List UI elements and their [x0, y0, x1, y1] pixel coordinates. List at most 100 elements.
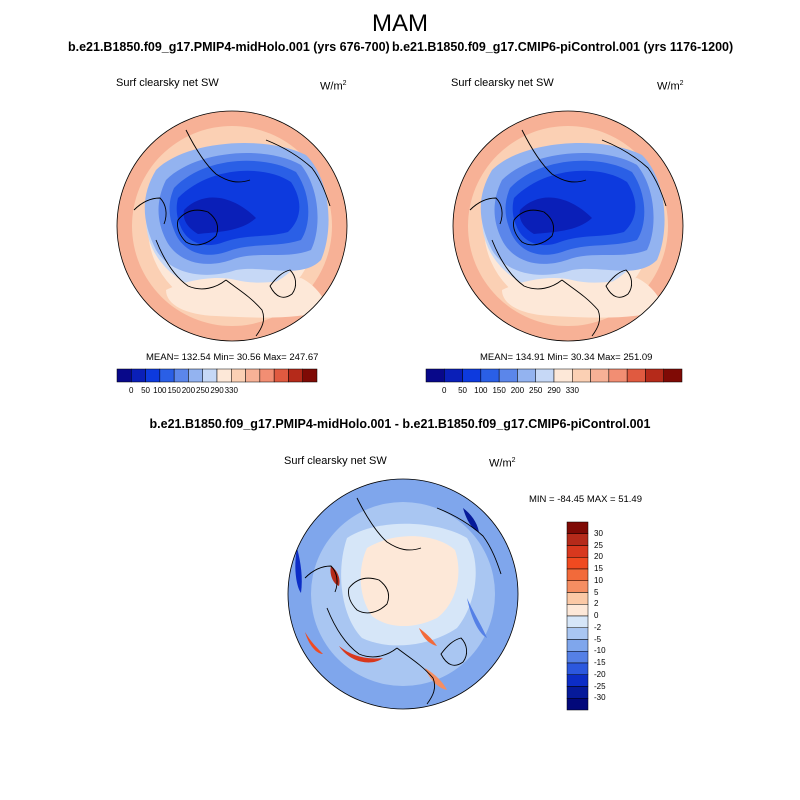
colorbar-box	[302, 368, 318, 383]
panel2-stats: MEAN= 134.91 Min= 30.34 Max= 251.09	[480, 352, 653, 363]
colorbar-tick-label: 0	[594, 611, 599, 620]
colorbar-box	[566, 521, 589, 534]
field-band	[419, 628, 437, 646]
coastline	[469, 197, 503, 225]
coastline	[561, 279, 601, 337]
colorbar-box	[188, 368, 203, 383]
colorbar-tick-label: -2	[594, 622, 602, 632]
coastline	[601, 139, 667, 207]
colorbar-box	[131, 368, 146, 383]
map-boundary	[287, 478, 519, 710]
difference-stats: MIN = -84.45 MAX = 51.49	[529, 494, 643, 505]
field-band-min	[463, 508, 479, 532]
difference-units: W/m2	[489, 457, 516, 470]
field-band	[425, 668, 447, 690]
season-title: MAM	[372, 10, 428, 37]
colorbar-box	[572, 368, 591, 383]
colorbar-tick-label: 0	[442, 386, 447, 395]
colorbar-tick-label: 250	[196, 386, 210, 395]
colorbar-box	[145, 368, 161, 383]
panel1-polar-map	[116, 110, 348, 342]
colorbar-box	[566, 592, 589, 605]
map-field	[288, 479, 518, 709]
map-boundary	[116, 110, 348, 342]
coastline	[265, 139, 331, 207]
map-field	[453, 111, 683, 341]
field-band-min	[183, 197, 256, 234]
colorbar-tick-label: 150	[167, 386, 181, 395]
colorbar-box	[566, 686, 589, 699]
colorbar-box	[498, 368, 518, 383]
colorbar-tick-label: 20	[594, 552, 603, 562]
colorbar-box	[566, 698, 589, 711]
colorbar-tick-label: 200	[181, 386, 196, 395]
coastline	[436, 507, 502, 575]
colorbar-box	[566, 627, 589, 640]
colorbar-box	[566, 580, 589, 593]
coastline	[185, 129, 251, 183]
colorbar-box	[608, 368, 628, 383]
colorbar-box	[566, 662, 589, 675]
coastline	[605, 269, 633, 298]
colorbar-tick-label: 150	[492, 386, 506, 395]
colorbar-tick-label: -10	[594, 646, 606, 656]
colorbar-box	[566, 545, 589, 558]
colorbar-box	[566, 651, 589, 664]
coastline	[521, 129, 587, 183]
coastline	[225, 279, 265, 337]
panel2-polar-map	[452, 110, 684, 342]
colorbar-tick-label: -30	[594, 693, 606, 703]
colorbar-tick-label: 30	[594, 528, 603, 538]
colorbar-tick-label: 10	[594, 575, 603, 585]
coastline	[155, 239, 227, 290]
colorbar-box	[553, 368, 573, 383]
colorbar-box	[462, 368, 482, 383]
panel2-units: W/m2	[657, 80, 684, 93]
colorbar-box	[159, 368, 175, 383]
colorbar-tick-label: 5	[594, 587, 599, 597]
colorbar-box	[566, 674, 589, 687]
colorbar-tick-label: 200	[510, 386, 525, 395]
panel2-variable: Surf clearsky net SW	[451, 77, 554, 89]
field-band	[502, 278, 664, 318]
colorbar-tick-label: 2	[594, 599, 599, 609]
colorbar-box	[566, 639, 589, 652]
coastline	[513, 209, 555, 246]
coastline	[326, 607, 398, 658]
colorbar-tick-label: 50	[141, 386, 151, 395]
panel1-run-label: b.e21.B1850.f09_g17.PMIP4-midHolo.001 (y…	[68, 40, 390, 54]
panel1-colorbar	[116, 368, 318, 383]
field-band	[166, 278, 328, 318]
colorbar-tick-label: 0	[129, 386, 134, 395]
colorbar-box	[517, 368, 536, 383]
difference-title: b.e21.B1850.f09_g17.PMIP4-midHolo.001 - …	[149, 417, 651, 431]
colorbar-box	[645, 368, 664, 383]
coastline	[177, 209, 219, 246]
coastline	[348, 577, 390, 614]
colorbar-tick-label: 290	[210, 386, 224, 395]
field-band-min	[519, 197, 592, 234]
field-band	[467, 598, 487, 638]
colorbar-tick-label: 50	[458, 386, 468, 395]
colorbar-box	[288, 368, 303, 383]
colorbar-box	[273, 368, 289, 383]
colorbar-box	[173, 368, 189, 383]
panel1-variable: Surf clearsky net SW	[116, 77, 219, 89]
field-band	[360, 536, 459, 627]
colorbar-tick-label: -15	[594, 658, 606, 667]
colorbar-box	[566, 557, 589, 570]
colorbar-box	[566, 533, 589, 546]
colorbar-tick-label: 290	[547, 386, 561, 395]
panel1-stats: MEAN= 132.54 Min= 30.56 Max= 247.67	[146, 352, 319, 363]
colorbar-box	[245, 368, 261, 383]
colorbar-box	[566, 604, 589, 617]
coastline	[440, 637, 468, 666]
panel2-colorbar	[425, 368, 683, 383]
field-band-min	[295, 548, 302, 593]
colorbar-tick-label: -25	[594, 681, 606, 691]
map-boundary	[452, 110, 684, 342]
difference-polar-map	[287, 478, 519, 710]
colorbar-tick-label: 25	[594, 540, 603, 550]
colorbar-box	[566, 615, 589, 628]
difference-colorbar	[566, 521, 589, 711]
